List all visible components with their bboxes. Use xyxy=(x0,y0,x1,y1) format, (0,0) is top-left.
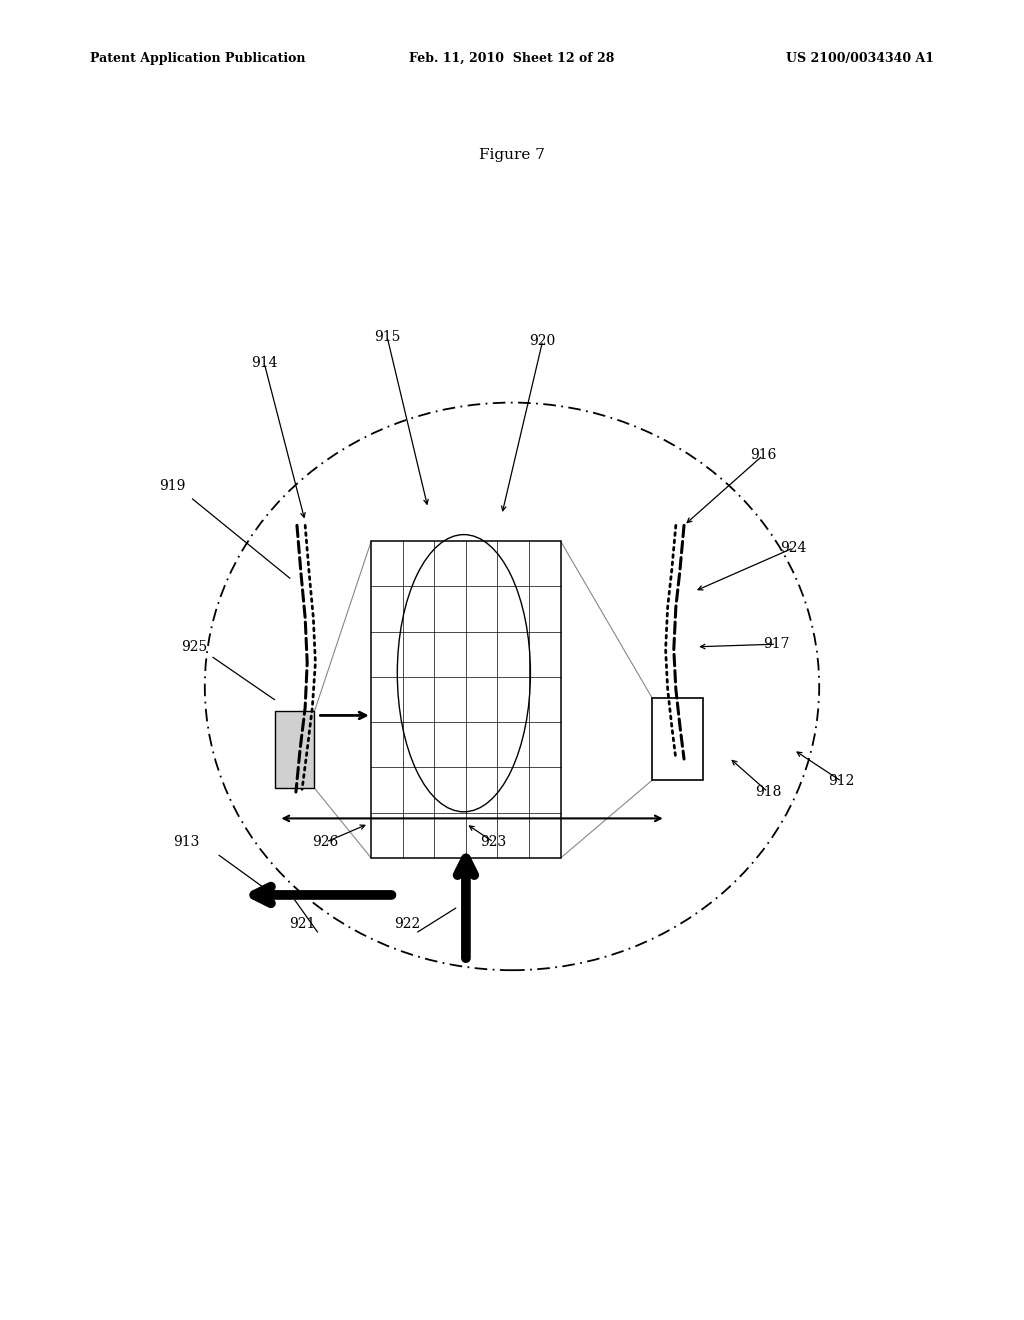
Text: Feb. 11, 2010  Sheet 12 of 28: Feb. 11, 2010 Sheet 12 of 28 xyxy=(410,51,614,65)
Text: 923: 923 xyxy=(480,836,507,849)
Text: 921: 921 xyxy=(289,917,315,931)
Text: 918: 918 xyxy=(755,785,781,799)
Text: 912: 912 xyxy=(828,775,855,788)
Text: 924: 924 xyxy=(780,541,807,554)
Bar xyxy=(275,711,314,788)
Text: 922: 922 xyxy=(394,917,421,931)
Text: 917: 917 xyxy=(763,638,790,651)
Text: 926: 926 xyxy=(312,836,339,849)
Text: 916: 916 xyxy=(750,449,776,462)
Bar xyxy=(652,698,703,780)
Text: US 2100/0034340 A1: US 2100/0034340 A1 xyxy=(786,51,934,65)
Text: 920: 920 xyxy=(529,334,556,347)
Text: 919: 919 xyxy=(159,479,185,492)
Text: 914: 914 xyxy=(251,356,278,370)
Text: 925: 925 xyxy=(181,640,208,653)
Bar xyxy=(372,541,561,858)
Text: Patent Application Publication: Patent Application Publication xyxy=(90,51,305,65)
Text: Figure 7: Figure 7 xyxy=(479,148,545,162)
Text: 915: 915 xyxy=(374,330,400,343)
Text: 913: 913 xyxy=(173,836,200,849)
